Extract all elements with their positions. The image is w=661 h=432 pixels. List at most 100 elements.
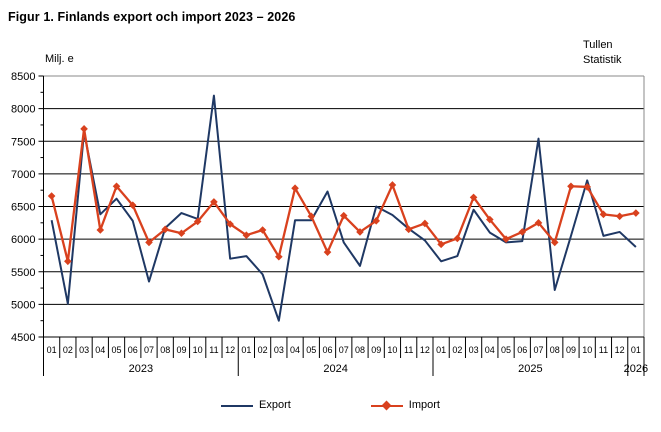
x-axis-month-label: 10 — [387, 345, 397, 355]
x-axis-year-label: 2024 — [323, 363, 347, 375]
x-axis-month-label: 09 — [176, 345, 186, 355]
x-axis-month-label: 01 — [241, 345, 251, 355]
import-marker — [323, 248, 332, 256]
x-axis-year-label: 2025 — [518, 363, 542, 375]
legend: Export Import — [0, 396, 661, 414]
x-axis-month-label: 03 — [274, 345, 284, 355]
import-marker — [437, 240, 445, 249]
import-marker — [372, 217, 381, 225]
import-marker — [518, 228, 527, 236]
import-marker — [339, 211, 348, 220]
x-axis-month-label: 03 — [469, 345, 479, 355]
import-marker — [356, 228, 364, 236]
x-axis-month-label: 06 — [517, 345, 527, 355]
import-marker — [486, 215, 494, 224]
x-axis-month-label: 07 — [533, 345, 543, 355]
x-axis-month-label: 04 — [95, 345, 105, 355]
import-marker — [112, 182, 121, 191]
import-marker-sample — [381, 400, 392, 410]
import-marker — [453, 234, 462, 243]
import-marker — [291, 184, 299, 193]
x-axis-month-label: 08 — [355, 345, 365, 355]
import-marker — [583, 183, 591, 191]
x-axis-month-label: 02 — [258, 345, 268, 355]
x-axis-month-label: 12 — [615, 345, 625, 355]
x-axis-year-label: 2023 — [129, 363, 153, 375]
import-marker — [64, 257, 72, 266]
import-marker — [96, 226, 105, 234]
export-line — [50, 94, 637, 322]
import-marker — [80, 125, 88, 133]
import-marker — [307, 212, 316, 221]
y-axis-tick-label: 7500 — [11, 136, 35, 148]
import-line-sample — [370, 400, 403, 410]
import-marker — [210, 198, 218, 206]
x-axis-month-label: 05 — [306, 345, 316, 355]
x-axis-month-label: 09 — [371, 345, 381, 355]
import-marker — [567, 182, 575, 191]
import-marker — [404, 225, 413, 234]
y-axis-tick-label: 7000 — [11, 169, 35, 181]
y-axis-tick-label: 6000 — [11, 234, 35, 246]
import-marker — [145, 238, 153, 247]
import-marker — [226, 220, 234, 228]
x-axis-month-label: 12 — [225, 345, 235, 355]
x-axis-month-label: 05 — [501, 345, 511, 355]
y-axis-tick-label: 8500 — [11, 71, 35, 83]
x-axis-month-label: 01 — [631, 345, 641, 355]
chart-title: Figur 1. Finlands export och import 2023… — [8, 10, 296, 24]
y-axis-tick-label: 6500 — [11, 202, 35, 214]
x-axis-month-label: 03 — [79, 345, 89, 355]
source-label-line2: Statistik — [583, 54, 622, 66]
import-marker — [550, 238, 559, 247]
x-axis-month-label: 09 — [566, 345, 576, 355]
import-marker — [632, 209, 640, 217]
import-marker — [161, 225, 170, 234]
x-axis-month-label: 07 — [339, 345, 349, 355]
legend-label-export: Export — [259, 399, 291, 411]
export-line-sample — [221, 401, 253, 410]
x-axis-month-label: 11 — [599, 345, 608, 355]
x-axis-month-label: 02 — [63, 345, 73, 355]
x-axis-year-label: 2026 — [624, 363, 648, 375]
import-marker — [47, 192, 56, 200]
import-marker — [469, 193, 478, 202]
import-marker — [502, 235, 510, 243]
x-axis-month-label: 12 — [420, 345, 430, 355]
import-marker — [242, 231, 251, 240]
import-marker — [599, 210, 608, 219]
import-marker — [388, 181, 397, 189]
x-axis-month-label: 11 — [209, 345, 218, 355]
x-axis-month-label: 07 — [144, 345, 154, 355]
x-axis-month-label: 04 — [290, 345, 300, 355]
x-axis-month-label: 08 — [160, 345, 170, 355]
x-axis-month-label: 04 — [485, 345, 495, 355]
source-label-line1: Tullen — [583, 39, 613, 51]
x-axis-month-label: 10 — [582, 345, 592, 355]
x-axis-month-label: 11 — [404, 345, 413, 355]
x-axis-month-label: 08 — [550, 345, 560, 355]
import-marker — [275, 252, 283, 261]
import-marker — [615, 212, 624, 221]
legend-label-import: Import — [408, 399, 440, 411]
legend-item-export: Export — [221, 399, 291, 411]
import-marker — [193, 217, 202, 226]
x-axis-month-label: 01 — [436, 345, 446, 355]
import-marker — [534, 219, 543, 227]
y-axis-tick-label: 5000 — [11, 299, 35, 311]
x-axis-month-label: 06 — [128, 345, 138, 355]
y-axis-tick-label: 4500 — [11, 332, 35, 344]
y-axis-tick-label: 8000 — [11, 104, 35, 116]
x-axis-month-label: 05 — [112, 345, 122, 355]
x-axis-month-label: 02 — [452, 345, 462, 355]
import-marker — [421, 219, 429, 228]
import-marker — [258, 226, 267, 234]
source-label: Tullen Statistik — [583, 38, 622, 68]
legend-item-import: Import — [370, 399, 440, 411]
x-axis-month-label: 01 — [47, 345, 57, 355]
x-axis-month-label: 10 — [193, 345, 203, 355]
import-marker — [128, 201, 137, 209]
x-axis-month-label: 06 — [323, 345, 333, 355]
